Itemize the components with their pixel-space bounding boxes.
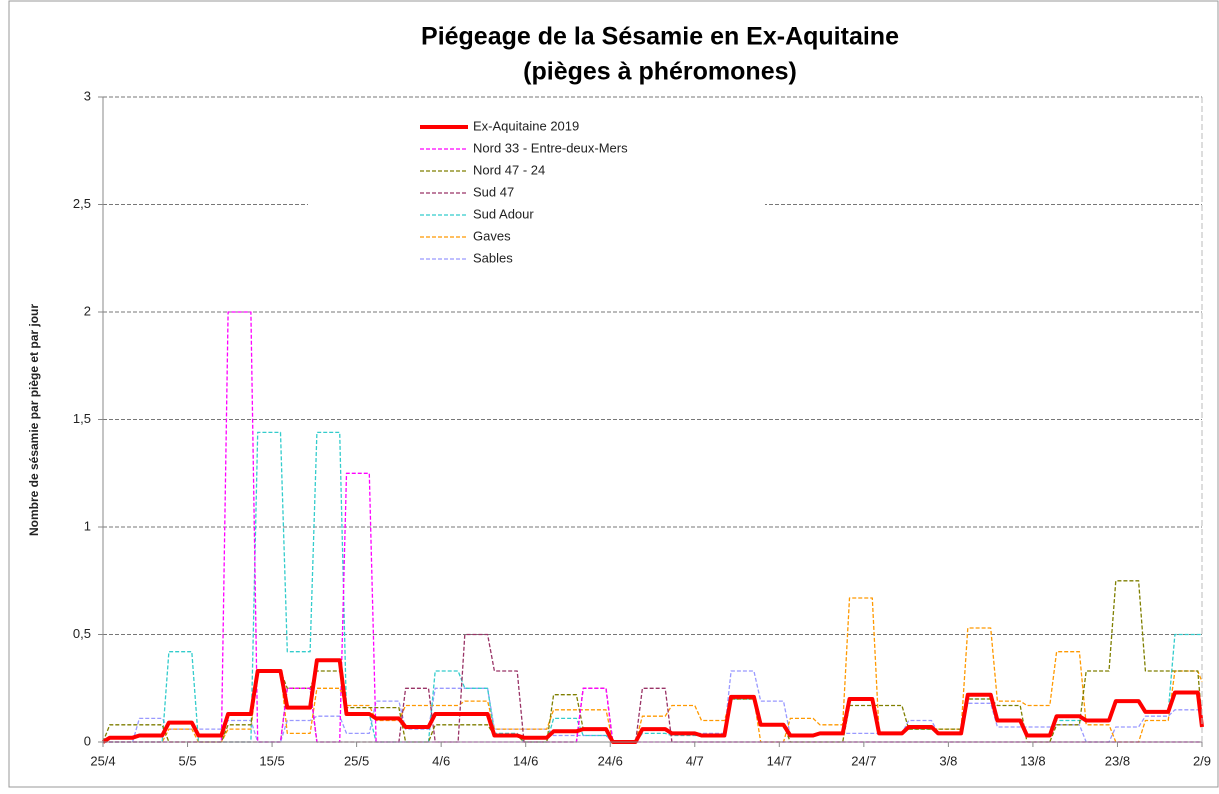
x-tick-label: 2/9 xyxy=(1193,753,1211,768)
x-tick-label: 14/6 xyxy=(513,753,538,768)
x-tick-label: 24/6 xyxy=(598,753,623,768)
series-line xyxy=(103,597,1203,743)
legend-label: Nord 33 - Entre-deux-Mers xyxy=(473,140,628,155)
x-tick-label: 23/8 xyxy=(1105,753,1130,768)
chart-title: Piégeage de la Sésamie en Ex-Aquitaine xyxy=(421,23,899,51)
x-tick-label: 14/7 xyxy=(767,753,792,768)
y-tick-label: 0 xyxy=(84,733,91,748)
legend: Ex-Aquitaine 2019 Nord 33 - Entre-deux-Me… xyxy=(308,112,765,272)
x-tick-label: 15/5 xyxy=(259,753,284,768)
x-tick-label: 25/5 xyxy=(344,753,369,768)
chart-subtitle: (pièges à phéromones) xyxy=(523,58,797,86)
x-tick-label: 13/8 xyxy=(1020,753,1045,768)
legend-label: Gaves xyxy=(473,228,511,243)
series-line xyxy=(101,658,1204,744)
y-tick-label: 0,5 xyxy=(73,626,91,641)
y-axis-label: Nombre de sésamie par piège et par jour xyxy=(27,304,41,536)
x-tick-label: 24/7 xyxy=(851,753,876,768)
axes: 0 0,5 1 1,5 2 2,5 3 25/4 5/5 15/5 25/5 4/6 14/6 24/6 4… xyxy=(73,88,1211,768)
legend-label: Ex-Aquitaine 2019 xyxy=(473,118,579,133)
y-tick-label: 2,5 xyxy=(73,196,91,211)
x-tick-label: 4/7 xyxy=(686,753,704,768)
legend-label: Nord 47 - 24 xyxy=(473,162,545,177)
x-tick-label: 5/5 xyxy=(178,753,196,768)
x-tick-label: 25/4 xyxy=(90,753,115,768)
legend-label: Sud 47 xyxy=(473,184,514,199)
y-tick-label: 3 xyxy=(84,88,91,103)
y-tick-label: 1,5 xyxy=(73,411,91,426)
legend-box xyxy=(308,112,765,272)
y-tick-label: 2 xyxy=(84,303,91,318)
x-tick-label: 3/8 xyxy=(939,753,957,768)
y-tick-label: 1 xyxy=(84,518,91,533)
legend-label: Sud Adour xyxy=(473,206,534,221)
legend-label: Sables xyxy=(473,250,513,265)
x-tick-label: 4/6 xyxy=(432,753,450,768)
